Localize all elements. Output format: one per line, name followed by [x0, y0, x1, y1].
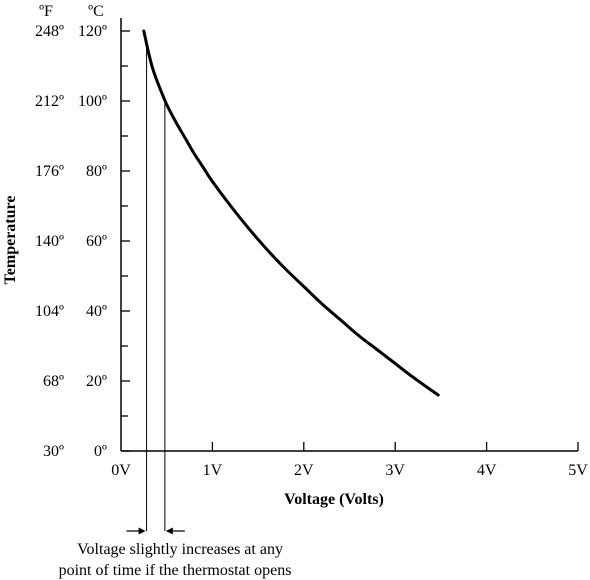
annotation-line-1: Voltage slightly increases at any: [77, 541, 283, 558]
left-arrow-head: [138, 527, 146, 535]
thermostat-markers: [126, 43, 185, 535]
series-layer: [142, 29, 440, 397]
y-tick-label-fahrenheit: 30º: [43, 443, 64, 460]
y-tick-label-fahrenheit: 104º: [35, 303, 64, 320]
y-tick-label-fahrenheit: 140º: [35, 233, 64, 250]
x-tick-label: 1V: [203, 462, 223, 479]
y-tick-label-celsius: 100º: [78, 93, 107, 110]
tick-layer: 0º 20º 40º 60º 80º 100º 120º 30º 68º 104º 140º 176º…: [35, 23, 588, 479]
y-tick-label-fahrenheit: 68º: [43, 373, 64, 390]
y-tick-label-fahrenheit: 248º: [35, 23, 64, 40]
y-tick-label-celsius: 120º: [78, 23, 107, 40]
y-tick-label-celsius: 20º: [86, 373, 107, 390]
right-arrow-head: [165, 527, 173, 535]
fahrenheit-unit-label: ºF: [39, 3, 53, 20]
y-tick-label-fahrenheit: 176º: [35, 163, 64, 180]
celsius-unit-label: ºC: [88, 3, 104, 20]
y-tick-label-celsius: 40º: [86, 303, 107, 320]
x-tick-label: 3V: [385, 462, 405, 479]
annotation-line-2: point of time if the thermostat opens: [59, 562, 292, 579]
x-tick-label: 2V: [294, 462, 314, 479]
x-tick-label: 5V: [568, 462, 588, 479]
x-tick-label: 0V: [111, 462, 131, 479]
x-tick-label: 4V: [477, 462, 497, 479]
temperature-curve: [142, 29, 440, 397]
x-axis-title: Voltage (Volts): [284, 491, 384, 508]
y-tick-label-celsius: 0º: [94, 443, 107, 460]
y-axis-title: Temperature: [2, 196, 19, 285]
y-tick-label-celsius: 80º: [86, 163, 107, 180]
y-tick-label-fahrenheit: 212º: [35, 93, 64, 110]
y-tick-label-celsius: 60º: [86, 233, 107, 250]
